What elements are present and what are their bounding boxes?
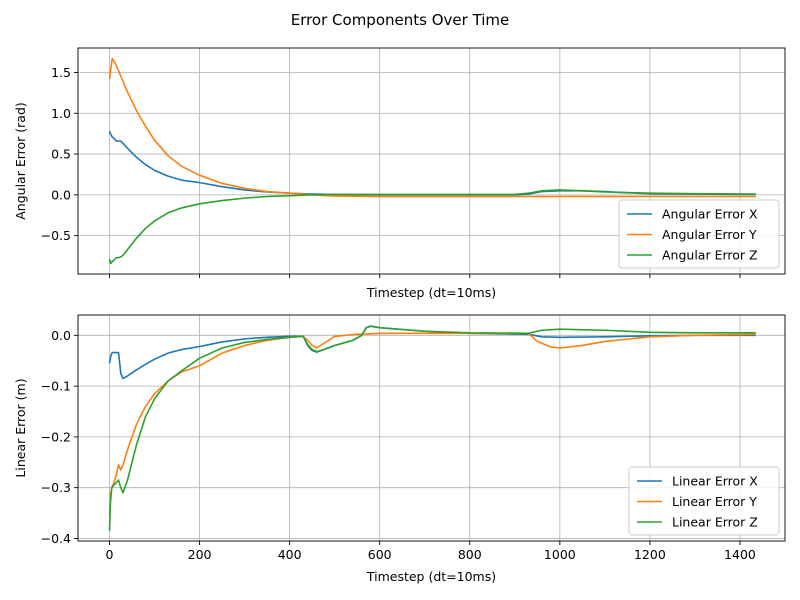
linear-series-group <box>108 325 756 531</box>
linear-y-tick-label: 0.0 <box>51 328 71 343</box>
angular-legend: Angular Error X Angular Error Y Angular Er… <box>618 199 780 269</box>
angular-error-plot: −0.5 0.0 0.5 1.0 1.5 Timestep (dt=10ms) Angula… <box>13 47 786 300</box>
linear-x-tick-label: 600 <box>368 547 392 562</box>
linear-x-tick-label: 1200 <box>634 547 666 562</box>
linear-y-tick-label: −0.1 <box>41 379 71 394</box>
angular-legend-label-x: Angular Error X <box>662 207 758 222</box>
angular-series-line-z <box>108 189 756 265</box>
linear-x-tick-label: 1000 <box>544 547 576 562</box>
linear-y-tick-label: −0.3 <box>41 480 71 495</box>
linear-x-tick-label: 0 <box>106 547 114 562</box>
angular-legend-label-z: Angular Error Z <box>662 248 758 263</box>
linear-legend-label-x: Linear Error X <box>672 474 758 489</box>
linear-legend-box <box>628 466 780 536</box>
linear-x-tick-label: 800 <box>458 547 482 562</box>
angular-plot-frame <box>77 47 786 275</box>
angular-y-axis-label: Angular Error (rad) <box>13 102 28 220</box>
angular-y-tick-label: −0.5 <box>41 228 71 243</box>
linear-error-plot: 0 200 400 600 800 1000 1200 1400 −0.4 −0.3 −0.2 −0.… <box>13 314 786 584</box>
linear-legend: Linear Error X Linear Error Y Linear Error… <box>628 466 780 536</box>
angular-x-axis-label: Timestep (dt=10ms) <box>366 285 496 300</box>
angular-series-line-y <box>108 57 756 198</box>
linear-x-tick-label: 400 <box>278 547 302 562</box>
linear-y-tick-label: −0.2 <box>41 429 71 444</box>
linear-series-line-z <box>108 325 756 531</box>
angular-legend-box <box>618 199 780 269</box>
angular-y-tick-label: 0.0 <box>51 187 71 202</box>
angular-y-tick-label: 1.0 <box>51 106 71 121</box>
linear-x-tick-label: 1400 <box>724 547 756 562</box>
linear-plot-frame <box>77 314 786 542</box>
linear-x-tick-label: 200 <box>188 547 212 562</box>
linear-y-axis-label: Linear Error (m) <box>13 378 28 477</box>
linear-legend-label-z: Linear Error Z <box>672 515 758 530</box>
angular-series-group <box>108 57 756 265</box>
angular-y-tick-label: 1.5 <box>51 65 71 80</box>
linear-y-tick-label: −0.4 <box>41 531 71 546</box>
figure-title: Error Components Over Time <box>291 11 510 29</box>
linear-legend-label-y: Linear Error Y <box>672 494 757 509</box>
angular-y-tick-label: 0.5 <box>51 147 71 162</box>
linear-x-axis-label: Timestep (dt=10ms) <box>366 569 496 584</box>
angular-legend-label-y: Angular Error Y <box>662 227 757 242</box>
